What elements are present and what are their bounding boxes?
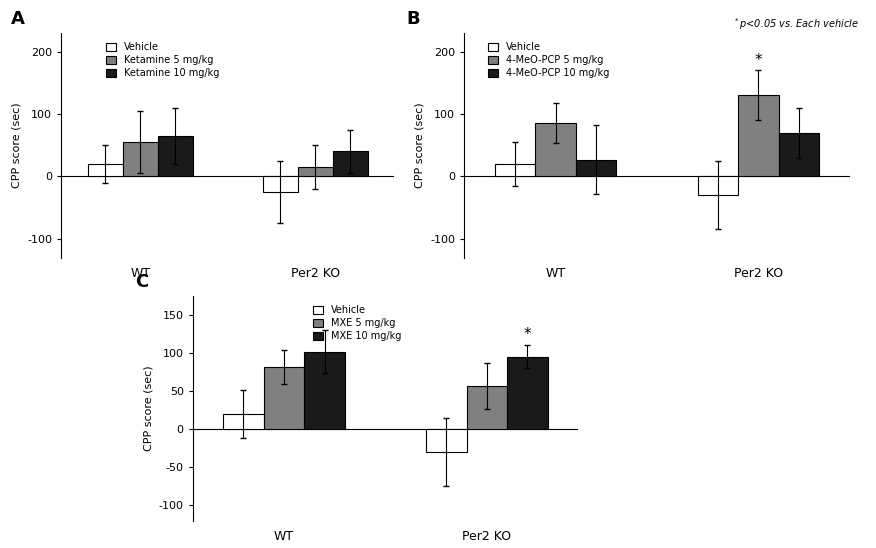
Text: B: B (406, 10, 420, 28)
Bar (779, 133, 819, 176)
Text: *: * (754, 53, 762, 68)
Bar (158, 136, 193, 176)
Legend: Vehicle, Ketamine 5 mg/kg, Ketamine 10 mg/kg: Vehicle, Ketamine 5 mg/kg, Ketamine 10 m… (106, 42, 219, 78)
Y-axis label: CPP score (sec): CPP score (sec) (414, 102, 425, 188)
Legend: Vehicle, 4-MeO-PCP 5 mg/kg, 4-MeO-PCP 10 mg/kg: Vehicle, 4-MeO-PCP 5 mg/kg, 4-MeO-PCP 10… (489, 42, 610, 78)
Bar (88, 164, 123, 176)
Bar (507, 357, 548, 429)
Y-axis label: CPP score (sec): CPP score (sec) (11, 102, 22, 188)
Bar (535, 123, 576, 176)
Bar (467, 386, 507, 429)
Bar (298, 167, 333, 176)
Text: *: * (524, 327, 531, 342)
Bar (576, 159, 617, 176)
Bar (697, 176, 738, 195)
Bar (738, 95, 779, 176)
Bar (333, 151, 368, 176)
Legend: Vehicle, MXE 5 mg/kg, MXE 10 mg/kg: Vehicle, MXE 5 mg/kg, MXE 10 mg/kg (314, 305, 401, 341)
Bar (264, 367, 304, 429)
Y-axis label: CPP score (sec): CPP score (sec) (143, 366, 153, 451)
Text: C: C (135, 273, 148, 292)
Bar (426, 429, 467, 452)
Text: $^*p$<0.05 vs. Each vehicle: $^*p$<0.05 vs. Each vehicle (732, 16, 858, 32)
Bar (123, 142, 158, 176)
Text: A: A (11, 10, 25, 28)
Bar (304, 351, 345, 429)
Bar (223, 414, 264, 429)
Bar (495, 164, 535, 176)
Bar (263, 176, 298, 192)
